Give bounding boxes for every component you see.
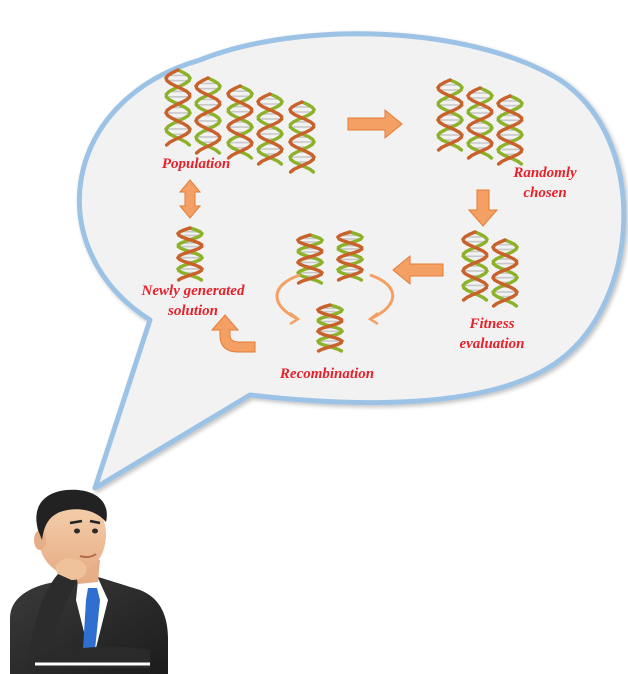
newly-generated-label-line2: solution: [167, 303, 218, 319]
arrow-icon: [392, 254, 444, 286]
dna-helix-icon: [175, 226, 205, 282]
population-label: Population: [162, 156, 230, 172]
dna-helix-icon: [461, 230, 489, 302]
dna-helix-icon: [436, 78, 464, 152]
dna-helix-icon: [226, 84, 254, 160]
dna-helix-icon: [295, 233, 325, 285]
dna-helix-icon: [164, 68, 192, 147]
recombination-curve-arrows: [275, 273, 395, 326]
newly-generated-dna-group: [175, 226, 205, 282]
fitness-label-line2: evaluation: [459, 336, 524, 352]
thinking-businessman-figure: [10, 489, 168, 674]
arrow-icon: [178, 179, 202, 219]
recombination-label: Recombination: [279, 366, 374, 382]
arrow-icon: [210, 314, 256, 353]
dna-helix-icon: [256, 92, 284, 166]
dna-helix-icon: [315, 303, 345, 353]
randomly-chosen-label-line2: chosen: [523, 185, 566, 201]
dna-helix-icon: [288, 100, 316, 174]
fitness-evaluation-dna-group: [461, 230, 519, 308]
fitness-label-line1: Fitness: [468, 316, 514, 332]
newly-generated-label-line1: Newly generated: [141, 283, 245, 299]
dna-helix-icon: [335, 230, 365, 282]
randomly-chosen-dna-group: [436, 78, 524, 166]
population-dna-group: [164, 68, 316, 174]
speech-bubble: [76, 31, 627, 491]
dna-helix-icon: [491, 238, 519, 308]
randomly-chosen-label-line1: Randomly: [512, 165, 577, 181]
dna-helix-icon: [496, 94, 524, 166]
arrow-icon: [347, 108, 403, 140]
dna-helix-icon: [194, 76, 222, 155]
dna-helix-icon: [466, 86, 494, 160]
arrow-icon: [467, 189, 499, 227]
